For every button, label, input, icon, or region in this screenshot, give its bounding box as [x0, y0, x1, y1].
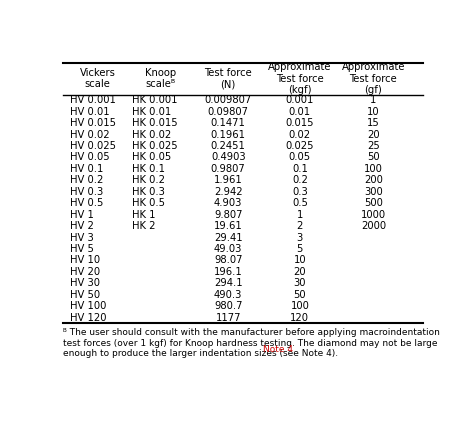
Text: 1: 1	[370, 95, 376, 105]
Text: Vickers
scale: Vickers scale	[80, 68, 116, 89]
Text: Test force
(N): Test force (N)	[204, 68, 252, 89]
Text: HV 100: HV 100	[70, 301, 106, 311]
Text: 50: 50	[367, 153, 380, 163]
Text: HV 0.5: HV 0.5	[70, 198, 103, 208]
Text: 9.807: 9.807	[214, 210, 243, 220]
Text: 200: 200	[364, 175, 383, 185]
Text: HV 5: HV 5	[70, 244, 93, 254]
Text: HK 0.1: HK 0.1	[132, 164, 165, 174]
Text: 0.05: 0.05	[289, 153, 311, 163]
Text: 100: 100	[364, 164, 383, 174]
Text: 980.7: 980.7	[214, 301, 243, 311]
Text: 0.2: 0.2	[292, 175, 308, 185]
Text: 0.02: 0.02	[289, 129, 311, 139]
Text: 0.1471: 0.1471	[211, 118, 246, 128]
Text: 0.01: 0.01	[289, 107, 311, 117]
Text: HV 0.05: HV 0.05	[70, 153, 109, 163]
Text: 0.015: 0.015	[286, 118, 314, 128]
Text: 25: 25	[367, 141, 380, 151]
Text: 1: 1	[297, 210, 303, 220]
Text: 294.1: 294.1	[214, 278, 243, 288]
Text: Approximate
Test force
(gf): Approximate Test force (gf)	[342, 62, 405, 95]
Text: 0.1961: 0.1961	[211, 129, 246, 139]
Text: 20: 20	[367, 129, 380, 139]
Text: HK 0.2: HK 0.2	[132, 175, 165, 185]
Text: 0.001: 0.001	[286, 95, 314, 105]
Text: HV 3: HV 3	[70, 232, 93, 243]
Text: HK 0.01: HK 0.01	[132, 107, 171, 117]
Text: 0.025: 0.025	[286, 141, 314, 151]
Text: 19.61: 19.61	[214, 221, 243, 231]
Text: 98.07: 98.07	[214, 255, 243, 265]
Text: HV 0.025: HV 0.025	[70, 141, 116, 151]
Text: HK 2: HK 2	[132, 221, 155, 231]
Text: HV 1: HV 1	[70, 210, 93, 220]
Text: 100: 100	[291, 301, 310, 311]
Text: HK 0.3: HK 0.3	[132, 187, 165, 197]
Text: HK 0.001: HK 0.001	[132, 95, 177, 105]
Text: 20: 20	[293, 267, 306, 277]
Text: HK 0.015: HK 0.015	[132, 118, 178, 128]
Text: 0.09807: 0.09807	[208, 107, 249, 117]
Text: HK 0.02: HK 0.02	[132, 129, 171, 139]
Text: Knoop
scaleᴮ: Knoop scaleᴮ	[145, 68, 176, 89]
Text: HV 0.001: HV 0.001	[70, 95, 115, 105]
Text: HV 0.2: HV 0.2	[70, 175, 103, 185]
Text: 1000: 1000	[361, 210, 386, 220]
Text: 5: 5	[297, 244, 303, 254]
Text: HV 0.015: HV 0.015	[70, 118, 116, 128]
Text: HK 1: HK 1	[132, 210, 155, 220]
Text: 0.3: 0.3	[292, 187, 308, 197]
Text: 2: 2	[297, 221, 303, 231]
Text: HV 120: HV 120	[70, 312, 106, 323]
Text: Approximate
Test force
(kgf): Approximate Test force (kgf)	[268, 62, 332, 95]
Text: 0.9807: 0.9807	[211, 164, 246, 174]
Text: 2000: 2000	[361, 221, 386, 231]
Text: HK 0.5: HK 0.5	[132, 198, 165, 208]
Text: HV 10: HV 10	[70, 255, 100, 265]
Text: 0.009807: 0.009807	[205, 95, 252, 105]
Text: 1.961: 1.961	[214, 175, 243, 185]
Text: 0.1: 0.1	[292, 164, 308, 174]
Text: HK 0.025: HK 0.025	[132, 141, 178, 151]
Text: 120: 120	[291, 312, 310, 323]
Text: HV 0.02: HV 0.02	[70, 129, 109, 139]
Text: HV 20: HV 20	[70, 267, 100, 277]
Text: 29.41: 29.41	[214, 232, 243, 243]
Text: ᴮ The user should consult with the manufacturer before applying macroindentation: ᴮ The user should consult with the manuf…	[63, 328, 440, 358]
Text: 50: 50	[293, 290, 306, 300]
Text: 4.903: 4.903	[214, 198, 242, 208]
Text: HV 0.3: HV 0.3	[70, 187, 103, 197]
Text: 1177: 1177	[216, 312, 241, 323]
Text: 2.942: 2.942	[214, 187, 243, 197]
Text: 10: 10	[367, 107, 380, 117]
Text: 49.03: 49.03	[214, 244, 242, 254]
Text: Note 4: Note 4	[263, 345, 293, 354]
Text: HV 0.1: HV 0.1	[70, 164, 103, 174]
Text: HV 2: HV 2	[70, 221, 93, 231]
Text: HV 50: HV 50	[70, 290, 100, 300]
Text: 15: 15	[367, 118, 380, 128]
Text: 0.5: 0.5	[292, 198, 308, 208]
Text: 0.4903: 0.4903	[211, 153, 246, 163]
Text: 196.1: 196.1	[214, 267, 243, 277]
Text: HV 30: HV 30	[70, 278, 100, 288]
Text: 10: 10	[293, 255, 306, 265]
Text: 0.2451: 0.2451	[211, 141, 246, 151]
Text: 500: 500	[364, 198, 383, 208]
Text: HK 0.05: HK 0.05	[132, 153, 171, 163]
Text: 3: 3	[297, 232, 303, 243]
Text: 490.3: 490.3	[214, 290, 242, 300]
Text: 300: 300	[364, 187, 383, 197]
Text: 30: 30	[293, 278, 306, 288]
Text: HV 0.01: HV 0.01	[70, 107, 109, 117]
